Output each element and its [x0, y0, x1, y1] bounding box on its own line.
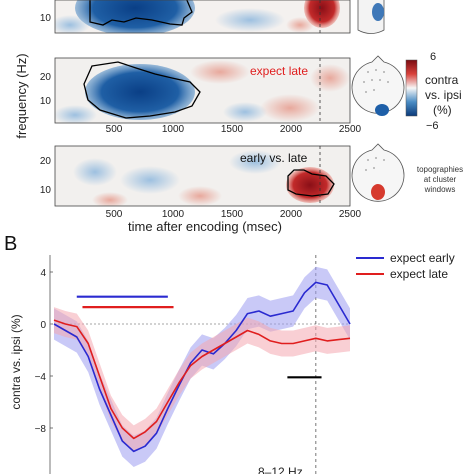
colorbar	[405, 59, 418, 117]
svg-text:1500: 1500	[221, 124, 244, 135]
topography-note: topographies at cluster windows	[417, 165, 463, 194]
svg-text:−4: −4	[35, 372, 47, 383]
row2-label: expect late	[250, 64, 308, 78]
colorbar-max: 6	[430, 51, 436, 63]
svg-text:0: 0	[40, 320, 46, 331]
colorbar-min: −6	[426, 120, 439, 132]
svg-text:2000: 2000	[280, 209, 303, 220]
svg-text:2500: 2500	[339, 209, 362, 220]
error-band-early	[54, 266, 350, 467]
svg-text:−8: −8	[35, 424, 47, 435]
topography-head-1	[357, 0, 385, 34]
row3-ytick-20: 20	[40, 156, 52, 167]
row2-xticks: 500 1000 1500 2000 2500	[106, 124, 362, 135]
svg-text:at cluster: at cluster	[424, 175, 457, 184]
row2-ytick-20: 20	[40, 72, 52, 83]
svg-text:1500: 1500	[221, 209, 244, 220]
svg-text:topographies: topographies	[417, 165, 463, 174]
svg-text:1000: 1000	[162, 209, 185, 220]
row3-xticks: 500 1000 1500 2000 2500	[106, 209, 362, 220]
legend-label-early: expect early	[390, 251, 455, 265]
row3-ytick-10: 10	[40, 185, 52, 196]
panel-a-ylabel: frequency (Hz)	[14, 53, 29, 138]
row3-label: early vs. late	[240, 151, 308, 165]
panel-a-xlabel: time after encoding (msec)	[128, 219, 282, 234]
svg-text:windows: windows	[424, 185, 456, 194]
series-line-early	[53, 281, 351, 453]
heatmap-row-2	[54, 57, 351, 124]
topography-head-3	[351, 143, 405, 202]
svg-text:vs. ipsi: vs. ipsi	[425, 88, 462, 102]
legend-label-late: expect late	[390, 267, 448, 281]
panel-b-axis-ticks	[50, 271, 53, 429]
row2-ytick-10: 10	[40, 96, 52, 107]
error-band-late	[54, 307, 350, 452]
panel-b-ylabel: contra vs. ipsi (%)	[9, 314, 23, 409]
svg-text:contra: contra	[425, 73, 459, 87]
row1-ytick: 10	[40, 13, 52, 24]
legend: expect early expect late	[356, 251, 455, 281]
heatmap-row-1	[54, 0, 351, 34]
heatmap-row-3	[54, 145, 351, 207]
line-plot	[50, 255, 351, 474]
panel-b-yticks: 4 0 −4 −8	[35, 268, 47, 435]
svg-text:(%): (%)	[433, 103, 452, 117]
series-line-late	[53, 319, 351, 440]
svg-text:2000: 2000	[280, 124, 303, 135]
svg-text:500: 500	[106, 209, 123, 220]
panel-b-letter: B	[4, 233, 17, 255]
panel-b-bottom-text: 8–12 Hz	[258, 465, 303, 474]
colorbar-label: contra vs. ipsi (%)	[425, 73, 462, 117]
svg-text:1000: 1000	[162, 124, 185, 135]
svg-text:2500: 2500	[339, 124, 362, 135]
topography-head-2	[351, 55, 405, 116]
svg-text:500: 500	[106, 124, 123, 135]
svg-text:4: 4	[40, 268, 46, 279]
